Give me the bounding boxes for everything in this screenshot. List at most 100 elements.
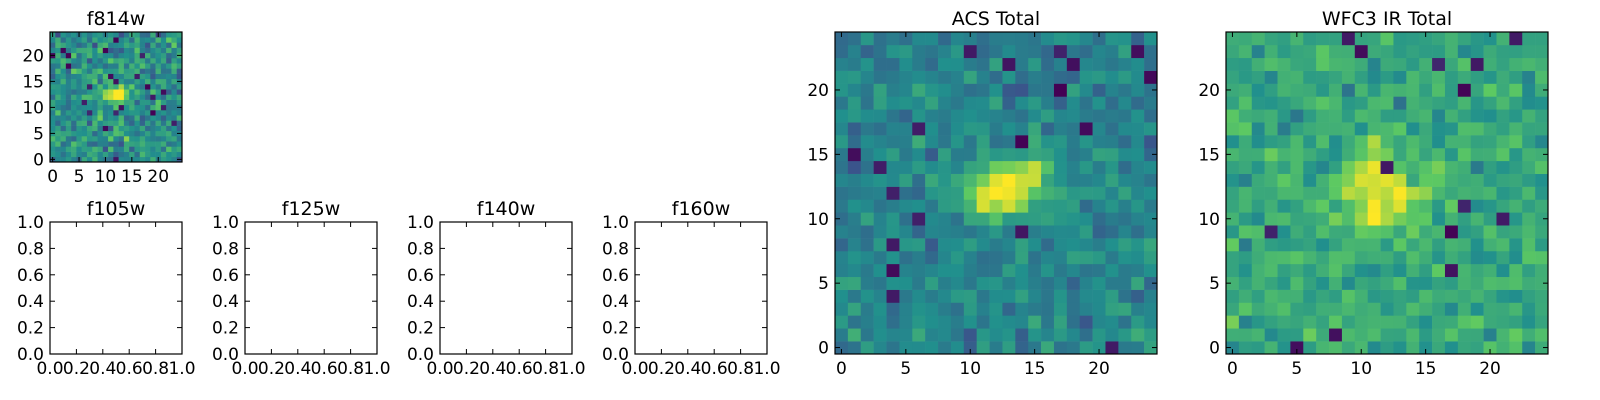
heatmap-cell	[65, 141, 72, 147]
heatmap-cell	[1303, 238, 1317, 252]
heatmap-cell	[55, 130, 61, 137]
heatmap-cell	[1277, 225, 1291, 239]
heatmap-cell	[113, 68, 119, 74]
heatmap-cell	[1290, 199, 1304, 213]
heatmap-cell	[963, 173, 977, 187]
heatmap-cell	[1118, 70, 1132, 84]
heatmap-cell	[1226, 250, 1240, 265]
heatmap-cell	[899, 302, 913, 316]
heatmap-cell	[976, 302, 990, 316]
heatmap-cell	[1290, 44, 1304, 59]
heatmap-cell	[1457, 225, 1472, 239]
heatmap-cell	[1303, 341, 1317, 355]
heatmap-cell	[1105, 225, 1119, 239]
heatmap-cell	[1329, 109, 1343, 123]
heatmap-cell	[1144, 315, 1158, 329]
heatmap-cell	[1535, 160, 1549, 174]
heatmap-cell	[1522, 83, 1536, 97]
x-tick-label: 0.0	[621, 359, 648, 379]
heatmap-cell	[1264, 302, 1278, 316]
heatmap-cell	[938, 199, 952, 213]
heatmap-cell	[1419, 44, 1433, 59]
heatmap-cell	[1457, 263, 1472, 278]
heatmap-cell	[1264, 135, 1278, 149]
y-tick-label: 15	[807, 145, 829, 165]
heatmap-cell	[134, 84, 141, 90]
heatmap-cell	[1354, 225, 1368, 239]
heatmap-cell	[1290, 32, 1304, 46]
heatmap-cell	[176, 125, 183, 132]
heatmap-cell	[81, 151, 88, 158]
heatmap-cell	[1522, 57, 1536, 71]
heatmap-cell	[1496, 186, 1510, 200]
heatmap-cell	[71, 37, 77, 43]
y-tick-label: 20	[22, 46, 44, 66]
heatmap-cell	[76, 141, 82, 147]
heatmap-cell	[118, 84, 125, 90]
heatmap-cell	[899, 96, 913, 110]
heatmap-cell	[1226, 109, 1240, 123]
heatmap-cell	[1367, 263, 1381, 278]
heatmap-cell	[166, 151, 172, 158]
heatmap-cell	[1496, 70, 1510, 84]
heatmap-cell	[1432, 263, 1446, 278]
heatmap-cell	[950, 57, 965, 71]
heatmap-cell	[835, 315, 849, 329]
heatmap-cell	[1118, 341, 1132, 355]
heatmap-cell	[1041, 276, 1055, 290]
heatmap-cell	[166, 125, 172, 132]
heatmap-cell	[176, 141, 183, 147]
heatmap-cell	[71, 136, 77, 142]
heatmap-cell	[886, 70, 900, 84]
heatmap-cell	[1290, 160, 1304, 174]
heatmap-cell	[76, 42, 82, 48]
heatmap-cell	[1238, 57, 1253, 71]
heatmap-cell	[1444, 238, 1459, 252]
x-tick-label: 0.6	[311, 359, 338, 379]
heatmap-cell	[1251, 199, 1265, 213]
heatmap-cell	[938, 238, 952, 252]
heatmap-cell	[950, 44, 965, 59]
heatmap-cell	[1015, 238, 1029, 252]
heatmap-cell	[1444, 302, 1459, 316]
heatmap-cell	[1432, 289, 1446, 303]
heatmap-cell	[1419, 32, 1433, 46]
heatmap-cell	[1144, 109, 1158, 123]
heatmap-cell	[1131, 250, 1145, 265]
heatmap-cell	[1457, 32, 1472, 46]
heatmap-cell	[1144, 302, 1158, 316]
heatmap-cell	[925, 96, 939, 110]
heatmap-cell	[976, 70, 990, 84]
heatmap-cell	[50, 141, 56, 147]
heatmap-cell	[989, 70, 1003, 84]
heatmap-cell	[134, 58, 141, 64]
heatmap-cell	[1002, 199, 1016, 213]
heatmap-cell	[1457, 302, 1472, 316]
heatmap-cell	[1341, 173, 1356, 187]
heatmap-cell	[1496, 225, 1510, 239]
heatmap-cell	[1303, 109, 1317, 123]
heatmap-cell	[976, 238, 990, 252]
heatmap-cell	[129, 99, 135, 106]
heatmap-cell	[950, 341, 965, 355]
heatmap-cell	[886, 83, 900, 97]
heatmap-cell	[1354, 199, 1368, 213]
heatmap-cell	[1303, 44, 1317, 59]
heatmap-cell	[1226, 96, 1240, 110]
heatmap-cell	[1131, 160, 1145, 174]
heatmap-cell	[1226, 302, 1240, 316]
heatmap-cell	[1251, 147, 1265, 162]
heatmap-cell	[925, 135, 939, 149]
heatmap-cell	[873, 160, 887, 174]
heatmap-cell	[1251, 96, 1265, 110]
heatmap-cell	[129, 94, 135, 100]
heatmap-cell	[963, 341, 977, 355]
heatmap-cell	[1092, 199, 1106, 213]
heatmap-cell	[899, 147, 913, 162]
heatmap-cell	[155, 37, 162, 43]
heatmap-cell	[925, 212, 939, 226]
heatmap-cell	[1251, 315, 1265, 329]
heatmap-cell	[150, 99, 156, 106]
heatmap-cell	[1457, 57, 1472, 71]
heatmap-cell	[976, 315, 990, 329]
